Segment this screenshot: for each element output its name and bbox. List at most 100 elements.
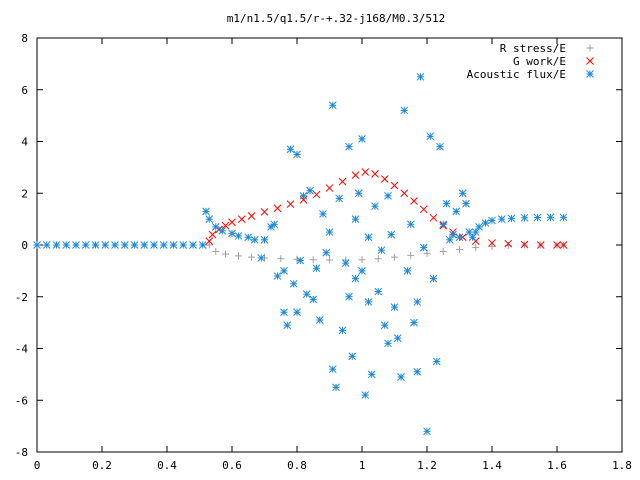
data-point bbox=[559, 241, 568, 249]
data-point bbox=[432, 357, 441, 366]
data-point bbox=[390, 181, 399, 190]
data-point bbox=[481, 219, 490, 227]
x-tick-label: 1.4 bbox=[482, 459, 502, 472]
data-point bbox=[374, 255, 382, 263]
data-point bbox=[397, 373, 405, 381]
data-point bbox=[351, 171, 360, 179]
data-point bbox=[387, 230, 396, 239]
data-point bbox=[410, 197, 418, 205]
y-tick-label: 0 bbox=[21, 239, 28, 252]
data-point bbox=[286, 200, 295, 208]
data-point bbox=[439, 220, 448, 229]
data-point bbox=[462, 199, 470, 208]
data-point bbox=[413, 367, 422, 376]
data-point bbox=[390, 303, 399, 311]
data-point bbox=[358, 256, 366, 264]
data-point bbox=[312, 190, 321, 199]
data-point bbox=[407, 251, 415, 259]
data-point bbox=[169, 241, 178, 249]
data-point bbox=[380, 321, 389, 330]
data-point bbox=[328, 101, 337, 110]
data-point bbox=[270, 220, 279, 229]
y-tick-label: 6 bbox=[21, 84, 28, 97]
data-point bbox=[400, 106, 409, 115]
data-point bbox=[280, 267, 288, 275]
data-point bbox=[315, 316, 324, 324]
data-point bbox=[309, 295, 318, 304]
x-tick-label: 1.6 bbox=[547, 459, 567, 472]
data-point bbox=[393, 334, 402, 343]
data-point bbox=[205, 237, 214, 245]
data-point bbox=[413, 298, 422, 306]
data-point bbox=[371, 202, 379, 211]
data-point bbox=[419, 243, 428, 252]
data-point bbox=[159, 241, 168, 249]
y-tick-label: 8 bbox=[21, 32, 28, 45]
data-point bbox=[338, 326, 347, 335]
data-point bbox=[52, 241, 61, 249]
data-point bbox=[504, 239, 513, 248]
data-point bbox=[130, 241, 139, 249]
data-point bbox=[410, 318, 418, 327]
data-point bbox=[273, 272, 282, 280]
x-tick-label: 0.2 bbox=[92, 459, 112, 472]
data-point bbox=[120, 241, 129, 249]
legend-label: G work/E bbox=[513, 55, 566, 68]
data-point bbox=[228, 229, 236, 238]
data-point bbox=[341, 259, 350, 267]
x-axis: 0 0.2 0.4 0.6 0.8 1 1.2 1.4 1.6 1.8 bbox=[34, 38, 632, 472]
data-point bbox=[326, 256, 333, 264]
data-point bbox=[140, 241, 149, 249]
data-point bbox=[286, 145, 295, 154]
data-point bbox=[306, 186, 314, 195]
data-point bbox=[553, 241, 561, 249]
data-point bbox=[452, 207, 461, 216]
x-tick-label: 1 bbox=[359, 459, 366, 472]
data-point bbox=[257, 254, 266, 262]
data-point bbox=[406, 220, 415, 229]
data-point bbox=[384, 191, 392, 200]
data-point bbox=[507, 214, 516, 223]
data-point bbox=[293, 150, 301, 159]
data-point bbox=[419, 205, 428, 214]
y-tick-label: -8 bbox=[15, 446, 28, 459]
data-point bbox=[416, 72, 425, 81]
data-point bbox=[289, 279, 298, 288]
data-point bbox=[228, 218, 236, 227]
data-point bbox=[442, 199, 451, 208]
data-point bbox=[81, 241, 90, 249]
data-point bbox=[212, 247, 220, 255]
data-point bbox=[221, 221, 230, 230]
x-tick-label: 1.8 bbox=[612, 459, 632, 472]
data-point bbox=[202, 207, 210, 216]
data-point bbox=[293, 308, 301, 317]
y-tick-label: -2 bbox=[15, 291, 28, 304]
data-point bbox=[345, 292, 353, 301]
data-point bbox=[111, 241, 119, 249]
data-point bbox=[559, 213, 568, 222]
y-tick-label: -6 bbox=[15, 394, 28, 407]
data-point bbox=[358, 267, 366, 275]
data-point bbox=[348, 352, 357, 361]
data-point bbox=[273, 204, 282, 213]
data-point bbox=[371, 169, 379, 178]
data-point bbox=[449, 230, 457, 239]
data-point bbox=[426, 132, 435, 141]
data-point bbox=[488, 216, 496, 225]
data-point bbox=[205, 241, 213, 249]
data-point bbox=[472, 244, 480, 252]
data-point bbox=[234, 232, 243, 240]
data-point bbox=[436, 142, 444, 151]
data-point bbox=[33, 241, 41, 249]
data-point bbox=[322, 248, 331, 257]
data-point bbox=[150, 241, 158, 249]
data-point bbox=[247, 212, 256, 220]
y-tick-label: -4 bbox=[15, 343, 29, 356]
data-point bbox=[488, 242, 496, 250]
data-point bbox=[391, 253, 398, 261]
data-point bbox=[62, 241, 71, 249]
data-point bbox=[455, 233, 464, 242]
data-point bbox=[211, 223, 220, 231]
data-point bbox=[237, 215, 246, 223]
data-point bbox=[423, 427, 431, 436]
